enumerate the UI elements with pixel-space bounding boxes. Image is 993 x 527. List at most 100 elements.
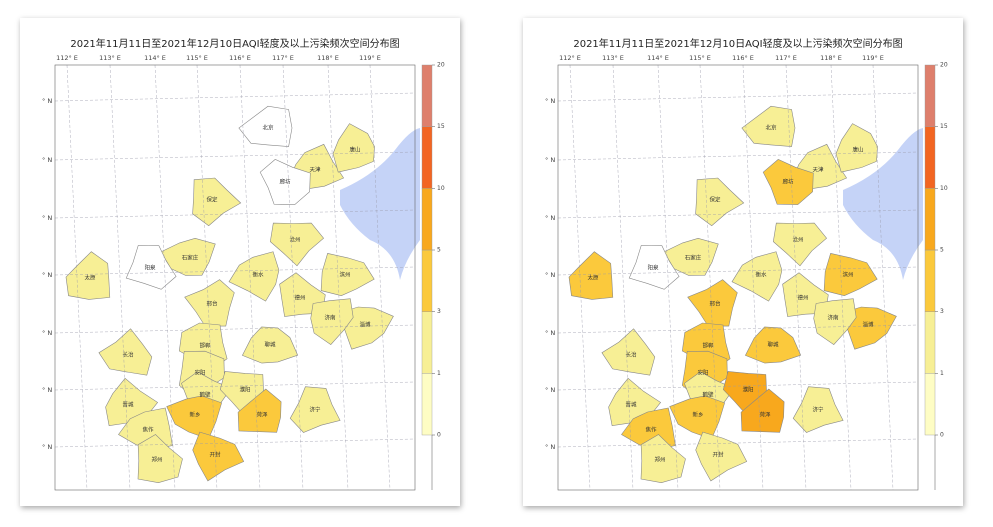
lon-label: 119° E xyxy=(359,54,381,62)
lat-label: ° N xyxy=(545,214,555,222)
sea xyxy=(843,128,923,280)
lon-label: 113° E xyxy=(99,54,121,62)
city-label: 淄博 xyxy=(862,321,874,329)
city-label: 开封 xyxy=(712,451,724,459)
city-label: 聊城 xyxy=(767,341,779,349)
lat-label: ° N xyxy=(42,443,52,451)
city-label: 唐山 xyxy=(349,146,360,154)
city-label: 济宁 xyxy=(812,406,824,414)
parallel xyxy=(557,438,919,448)
lon-label: 117° E xyxy=(775,54,797,62)
region xyxy=(241,326,299,364)
city-label: 济南 xyxy=(324,314,336,322)
city-label: 沧州 xyxy=(792,236,803,244)
meridian xyxy=(657,64,679,491)
city-label: 鹤壁 xyxy=(702,391,714,399)
city-label: 滨州 xyxy=(842,271,853,279)
lat-label: ° N xyxy=(42,97,52,105)
lat-label: ° N xyxy=(42,386,52,394)
city-label: 聊城 xyxy=(264,341,276,349)
meridian xyxy=(785,64,807,491)
map-panel: 2021年11月11日至2021年12月10日AQI轻度及以上污染频次空间分布图… xyxy=(523,18,963,506)
map-frame xyxy=(54,64,416,491)
map-frame xyxy=(557,64,919,491)
region xyxy=(238,105,293,147)
lon-label: 118° E xyxy=(820,54,842,62)
region xyxy=(731,251,783,302)
city-label: 天津 xyxy=(309,167,321,174)
region xyxy=(192,431,245,482)
lon-label: 118° E xyxy=(317,54,339,62)
meridian xyxy=(699,64,721,491)
lat-label: ° N xyxy=(545,271,555,279)
city-label: 濮阳 xyxy=(742,386,753,394)
city-label: 淄博 xyxy=(359,321,371,329)
lat-label: ° N xyxy=(42,156,52,164)
colorbar-label: 5 xyxy=(437,247,441,254)
parallel xyxy=(54,438,416,448)
colorbar-label: 3 xyxy=(437,308,441,315)
city-label: 济宁 xyxy=(309,406,321,414)
colorbar-label: 1 xyxy=(437,370,441,377)
meridian xyxy=(569,64,591,491)
city-label: 濮阳 xyxy=(239,386,250,394)
lat-label: ° N xyxy=(42,271,52,279)
lon-label: 115° E xyxy=(689,54,711,62)
city-label: 长治 xyxy=(625,351,637,359)
city-label: 阳泉 xyxy=(144,264,156,272)
lon-label: 115° E xyxy=(186,54,208,62)
city-label: 晋城 xyxy=(625,402,637,409)
region xyxy=(289,386,341,433)
colorbar-segment xyxy=(421,373,433,436)
region xyxy=(65,251,111,300)
colorbar-label: 3 xyxy=(940,308,944,315)
sea xyxy=(340,128,420,280)
lat-label: ° N xyxy=(42,329,52,337)
lon-label: 116° E xyxy=(732,54,754,62)
meridian xyxy=(109,64,131,491)
colorbar-label: 1 xyxy=(940,370,944,377)
city-label: 焦作 xyxy=(142,426,154,434)
parallel xyxy=(54,266,416,276)
city-label: 石家庄 xyxy=(685,254,702,262)
lon-label: 112° E xyxy=(56,54,78,62)
region xyxy=(332,123,375,173)
region xyxy=(125,245,177,290)
region xyxy=(237,388,282,433)
city-label: 焦作 xyxy=(645,426,657,434)
map-panel: 2021年11月11日至2021年12月10日AQI轻度及以上污染频次空间分布图… xyxy=(20,18,460,506)
parallel xyxy=(54,92,416,102)
colorbar-label: 20 xyxy=(940,62,948,69)
city-label: 北京 xyxy=(765,124,777,132)
meridian xyxy=(196,64,218,491)
lat-label: ° N xyxy=(42,214,52,222)
city-label: 新乡 xyxy=(189,411,200,419)
region xyxy=(762,159,814,205)
region xyxy=(823,253,878,297)
colorbar-label: 0 xyxy=(940,432,944,439)
region xyxy=(695,177,745,227)
region xyxy=(259,159,311,205)
colorbar-segment xyxy=(924,311,936,374)
city-label: 廊坊 xyxy=(279,178,291,186)
region xyxy=(228,251,280,302)
region xyxy=(640,434,686,484)
parallel xyxy=(557,92,919,102)
city-label: 太原 xyxy=(84,274,96,282)
city-label: 太原 xyxy=(587,274,599,282)
parallel xyxy=(54,209,416,219)
city-label: 菏泽 xyxy=(759,411,771,419)
colorbar-segment xyxy=(924,249,936,312)
region xyxy=(695,431,748,482)
lon-label: 117° E xyxy=(272,54,294,62)
city-label: 德州 xyxy=(294,294,305,302)
region xyxy=(269,222,325,267)
meridian xyxy=(742,64,764,491)
city-label: 安阳 xyxy=(194,369,205,377)
colorbar-segment xyxy=(421,249,433,312)
colorbar-label: 10 xyxy=(940,185,948,192)
region xyxy=(601,328,656,376)
region xyxy=(813,298,857,345)
colorbar-label: 15 xyxy=(437,123,445,130)
parallel xyxy=(557,209,919,219)
